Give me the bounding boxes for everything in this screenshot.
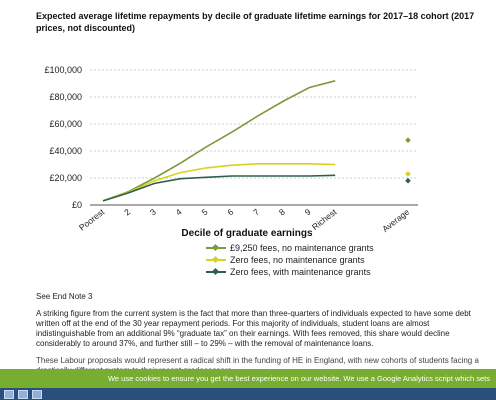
x-tick-label: 8 bbox=[277, 207, 287, 218]
taskbar bbox=[0, 388, 496, 400]
x-tick-label: 6 bbox=[225, 207, 235, 218]
series-line bbox=[102, 174, 336, 202]
x-tick-label: 7 bbox=[251, 207, 261, 218]
legend-label: Zero fees, no maintenance grants bbox=[230, 255, 365, 265]
legend-label: £9,250 fees, no maintenance grants bbox=[230, 243, 374, 253]
legend-swatch bbox=[206, 255, 226, 264]
legend-item: £9,250 fees, no maintenance grants bbox=[206, 242, 374, 254]
y-tick-label: £40,000 bbox=[49, 146, 82, 156]
y-tick-label: £20,000 bbox=[49, 173, 82, 183]
chart-title: Expected average lifetime repayments by … bbox=[36, 11, 475, 33]
average-point bbox=[405, 177, 411, 184]
y-tick-label: £80,000 bbox=[49, 92, 82, 102]
legend-label: Zero fees, with maintenance grants bbox=[230, 267, 371, 277]
taskbar-app-icon[interactable] bbox=[32, 389, 42, 399]
line-chart: £0 £20,000 £40,000 £60,000 £80,000 £100,000 Po… bbox=[44, 65, 418, 239]
cookie-banner[interactable]: We use cookies to ensure you get the bes… bbox=[0, 369, 496, 388]
chart-legend: £9,250 fees, no maintenance grants Zero f… bbox=[206, 242, 374, 278]
x-tick-label-average: Average bbox=[380, 207, 411, 234]
x-tick-label: 9 bbox=[303, 207, 313, 218]
x-axis-title: Decile of graduate earnings bbox=[181, 228, 313, 239]
x-tick-label: 4 bbox=[174, 207, 184, 218]
end-note-link[interactable]: See End Note 3 bbox=[36, 292, 93, 301]
y-tick-label: £100,000 bbox=[44, 65, 82, 75]
x-tick-label: 5 bbox=[200, 207, 210, 218]
taskbar-app-icon[interactable] bbox=[18, 389, 28, 399]
y-tick-label: £60,000 bbox=[49, 119, 82, 129]
legend-swatch bbox=[206, 267, 226, 276]
x-tick-label: 3 bbox=[148, 207, 158, 218]
legend-item: Zero fees, with maintenance grants bbox=[206, 266, 374, 278]
average-point bbox=[405, 171, 411, 177]
x-tick-label: Poorest bbox=[77, 206, 107, 232]
average-point bbox=[405, 137, 411, 144]
series-line bbox=[102, 163, 336, 202]
series-line bbox=[102, 80, 336, 202]
taskbar-start-icon[interactable] bbox=[4, 389, 14, 399]
x-tick-label: 2 bbox=[122, 207, 132, 218]
y-tick-label: £0 bbox=[72, 200, 82, 210]
legend-swatch bbox=[206, 243, 226, 252]
body-paragraph: A striking figure from the current syste… bbox=[36, 309, 471, 348]
legend-item: Zero fees, no maintenance grants bbox=[206, 254, 374, 266]
x-tick-label: Richest bbox=[310, 206, 339, 232]
